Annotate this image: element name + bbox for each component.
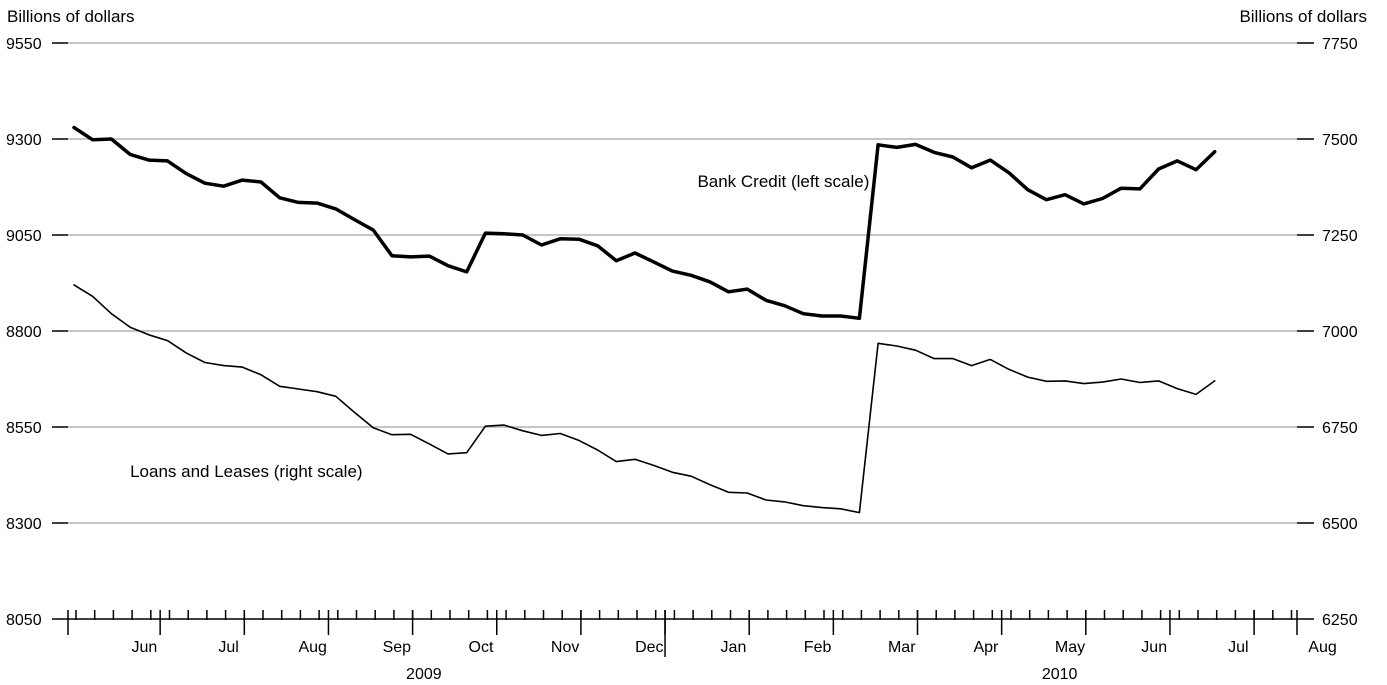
- left-tick-label: 9050: [6, 228, 42, 245]
- month-label: May: [1055, 639, 1085, 656]
- right-tick-label: 7000: [1322, 324, 1358, 341]
- loans-leases-label: Loans and Leases (right scale): [130, 462, 362, 481]
- month-label: Jan: [721, 639, 747, 656]
- month-label: Aug: [298, 639, 326, 656]
- month-label: Aug: [1308, 639, 1336, 656]
- year-label: 2009: [406, 666, 442, 683]
- month-label: Apr: [973, 639, 999, 656]
- bank-credit-label: Bank Credit (left scale): [697, 172, 869, 191]
- month-label: Sep: [383, 639, 412, 656]
- month-label: Feb: [804, 639, 832, 656]
- month-label: Jun: [1141, 639, 1167, 656]
- right-tick-label: 7750: [1322, 36, 1358, 53]
- right-tick-label: 7250: [1322, 228, 1358, 245]
- month-label: Dec: [635, 639, 663, 656]
- right-axis-title: Billions of dollars: [1239, 7, 1367, 26]
- right-tick-label: 7500: [1322, 132, 1358, 149]
- left-tick-label: 8300: [6, 516, 42, 533]
- right-tick-label: 6750: [1322, 420, 1358, 437]
- year-label: 2010: [1042, 666, 1078, 683]
- month-label: Jul: [1228, 639, 1248, 656]
- month-label: Jun: [132, 639, 158, 656]
- left-tick-label: 8550: [6, 420, 42, 437]
- loans-leases-line: [73, 284, 1216, 514]
- left-tick-label: 8050: [6, 612, 42, 629]
- left-tick-label: 9550: [6, 36, 42, 53]
- left-axis-title: Billions of dollars: [7, 7, 135, 26]
- left-tick-label: 9300: [6, 132, 42, 149]
- month-label: Oct: [469, 639, 494, 656]
- bank-credit-line: [72, 125, 1217, 321]
- right-tick-label: 6500: [1322, 516, 1358, 533]
- right-tick-label: 6250: [1322, 612, 1358, 629]
- month-label: Nov: [551, 639, 579, 656]
- left-tick-label: 8800: [6, 324, 42, 341]
- month-label: Jul: [218, 639, 238, 656]
- month-label: Mar: [888, 639, 916, 656]
